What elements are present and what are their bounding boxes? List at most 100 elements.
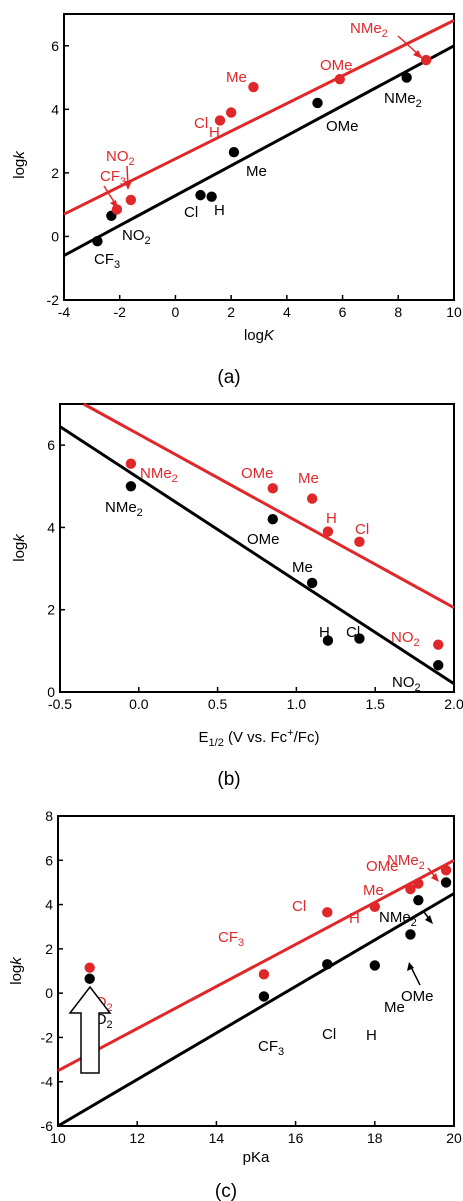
y-tick-label: -2: [41, 1029, 54, 1045]
x-tick-label: 1.5: [365, 696, 385, 712]
point-label: Me: [226, 69, 247, 86]
plot-area-a: [63, 13, 455, 301]
panel-c: 10 12 14 16 18 20 -6 -4 -2 0 2 4 6 8 NO2 CF3 Cl H Me…: [8, 808, 462, 1201]
y-tick-label: 2: [51, 165, 59, 181]
data-point: [354, 536, 365, 548]
data-point: [433, 660, 444, 671]
data-point: [405, 883, 416, 895]
point-label: Me: [298, 470, 319, 487]
data-point: [322, 959, 333, 970]
data-point: [322, 526, 334, 537]
fit-line: [57, 858, 455, 1072]
data-point: [306, 493, 318, 504]
fit-line: [63, 44, 455, 257]
point-label: H: [209, 124, 220, 141]
annotations-black-b: NMe2 OMe Me H Cl NO2: [105, 499, 421, 694]
fit-line: [57, 892, 455, 1128]
data-point: [125, 481, 137, 492]
point-label: NO2: [122, 227, 151, 247]
point-label: Me: [363, 882, 384, 899]
y-tick-label: 6: [45, 852, 53, 868]
annotations-black-c: NO2 CF3 Cl H Me OMe NMe2: [84, 909, 434, 1058]
point-label: OMe: [401, 988, 434, 1005]
y-tick-label: 0: [47, 684, 55, 700]
panel-label-a: (a): [217, 367, 240, 388]
data-point: [111, 204, 123, 215]
point-label: NO2: [391, 629, 420, 649]
x-tick-label: 20: [446, 1130, 462, 1146]
y-tick-label: 4: [45, 897, 53, 913]
y-tick-label: 6: [51, 38, 59, 54]
up-arrow-icon: [68, 985, 112, 1074]
point-label: H: [326, 510, 337, 527]
data-point: [125, 458, 137, 469]
point-label: NO2: [392, 674, 421, 694]
x-tick-label: 0.5: [208, 696, 228, 712]
point-label: OMe: [320, 57, 353, 74]
data-point: [440, 877, 452, 888]
xlabel-a: logK: [244, 327, 275, 344]
annotations-black-a: CF3 NO2 Cl H Me OMe NMe2: [94, 90, 422, 271]
point-label: Me: [246, 163, 267, 180]
data-point: [225, 107, 237, 118]
point-label: NMe2: [379, 909, 417, 929]
data-point: [369, 960, 380, 971]
point-label: Cl: [355, 521, 369, 538]
data-point: [440, 865, 452, 876]
fit-line: [59, 425, 455, 686]
data-point: [258, 969, 270, 980]
point-label: NMe2: [105, 499, 143, 519]
y-tick-label: -6: [41, 1118, 54, 1134]
data-point: [258, 991, 270, 1002]
x-tick-label: 6: [339, 304, 347, 320]
point-label: H: [349, 910, 360, 927]
ylabel-a: logk: [11, 150, 28, 179]
data-point: [92, 236, 103, 247]
point-label: NO2: [106, 148, 135, 168]
data-point: [84, 962, 95, 973]
annotations-red-b: NMe2 OMe Me H Cl NO2: [140, 465, 420, 649]
arrowheads-a: [110, 50, 423, 209]
point-label: H: [214, 202, 225, 219]
ylabel-b: logk: [11, 533, 28, 562]
data-point: [322, 907, 333, 918]
y-tick-label: -4: [41, 1074, 54, 1090]
point-label: CF3: [258, 1038, 284, 1058]
y-tick-label: 4: [47, 519, 55, 535]
x-tick-label: 1.0: [287, 696, 307, 712]
panel-b: -0.5 0.0 0.5 1.0 1.5 2.0 0 2 4 6 NMe2 OMe Me H C…: [11, 402, 463, 790]
point-label: NMe2: [387, 852, 425, 872]
y-tick-label: 0: [45, 985, 53, 1001]
data-point: [433, 639, 444, 650]
point-label: OMe: [247, 531, 280, 548]
x-tick-label: 2.0: [444, 696, 463, 712]
data-point: [125, 194, 137, 206]
point-label: CF3: [218, 929, 244, 949]
arrowheads-c: [407, 873, 439, 971]
x-tick-label: -4: [58, 304, 71, 320]
data-point: [369, 901, 380, 912]
data-point: [206, 191, 217, 202]
y-tick-label: 2: [45, 941, 53, 957]
data-point: [420, 54, 432, 66]
data-point: [322, 635, 334, 646]
data-point: [228, 147, 240, 158]
point-label: NMe2: [140, 465, 178, 485]
point-label: Cl: [194, 115, 208, 132]
point-label: NMe2: [384, 90, 422, 110]
data-point: [84, 973, 95, 984]
data-point: [214, 115, 226, 126]
annotations-red-c: NO2 CF3 Cl H Me OMe NMe2: [84, 852, 425, 1014]
point-label: Cl: [322, 1026, 336, 1043]
data-point: [405, 929, 416, 940]
ylabel-c: logk: [8, 956, 25, 985]
y-tick-label: 2: [47, 602, 55, 618]
x-tick-label: 16: [288, 1130, 304, 1146]
data-point: [267, 514, 278, 525]
point-label: H: [319, 624, 330, 641]
point-label: H: [366, 1027, 377, 1044]
data-point: [413, 894, 424, 906]
point-label: OMe: [326, 118, 359, 135]
